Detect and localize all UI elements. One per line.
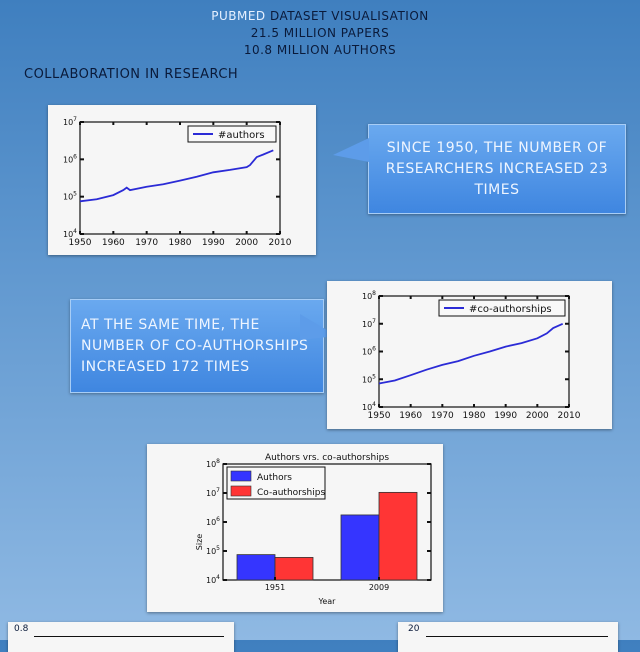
partial-right-tick: 20 — [408, 624, 420, 634]
x-tick-label: 2000 — [235, 238, 258, 248]
y-tick-label: 107 — [63, 116, 77, 127]
bar-authors — [340, 514, 380, 581]
chart-title: Authors vrs. co-authorships — [265, 453, 389, 463]
y-tick-label: 105 — [362, 373, 376, 384]
x-tick-label: 1951 — [265, 583, 285, 592]
header-title: PUBMED DATASET VISUALISATION — [0, 8, 640, 25]
series-line — [378, 322, 564, 385]
x-tick-label: 2010 — [558, 411, 581, 421]
x-tick-label: 1970 — [431, 411, 454, 421]
authors-line-chart: 1950 1960 1970 1980 1990 2000 2010 104 105 106 107… — [63, 116, 292, 248]
coauthorships-chart-panel: 1950 1960 1970 1980 1990 2000 2010 104 105 106 107… — [327, 281, 612, 429]
x-tick-label: 2010 — [269, 238, 292, 248]
partial-right-axis — [426, 636, 608, 638]
bar-co-authorships — [274, 557, 314, 581]
x-tick-label: 1990 — [202, 238, 225, 248]
y-tick-label: 104 — [63, 228, 77, 239]
x-tick-label: 1970 — [135, 238, 158, 248]
x-tick-label: 1960 — [399, 411, 422, 421]
header-papers: 21.5 MILLION PAPERS — [250, 26, 390, 40]
legend-swatch — [230, 485, 252, 497]
header-title-rest: DATASET VISUALISATION — [270, 9, 429, 23]
legend-label: Authors — [257, 473, 292, 483]
callout-coauthorships-text: AT THE SAME TIME, THE NUMBER OF CO-AUTHO… — [81, 316, 309, 375]
legend-box — [438, 299, 566, 317]
header-brand: PUBMED — [211, 9, 266, 23]
legend-label: Co-authorships — [257, 488, 325, 498]
x-tick-label: 1990 — [494, 411, 517, 421]
y-tick-label: 108 — [206, 458, 220, 469]
callout-coauthorships: AT THE SAME TIME, THE NUMBER OF CO-AUTHO… — [70, 299, 324, 393]
y-tick-label: 106 — [206, 516, 220, 527]
y-tick-label: 106 — [362, 346, 376, 357]
partial-left-tick: 0.8 — [14, 624, 29, 634]
x-tick-label: 2009 — [369, 583, 389, 592]
legend-swatch — [230, 470, 252, 482]
coauthorships-line-chart: 1950 1960 1970 1980 1990 2000 2010 104 105 106 107… — [362, 290, 581, 421]
bar-authors — [236, 554, 276, 581]
y-tick-label: 104 — [206, 574, 220, 585]
x-axis-label: Year — [318, 597, 337, 606]
legend-label: #co-authorships — [469, 304, 552, 315]
partial-chart-left: 0.8 — [8, 622, 234, 652]
x-tick-label: 1960 — [102, 238, 125, 248]
callout-researchers-text: SINCE 1950, THE NUMBER OF RESEARCHERS IN… — [385, 139, 609, 198]
callout-researchers: SINCE 1950, THE NUMBER OF RESEARCHERS IN… — [368, 124, 626, 214]
x-tick-label: 1980 — [463, 411, 486, 421]
x-tick-label: 2000 — [526, 411, 549, 421]
authors-vs-coauthorships-bar-chart: Authors vrs. co-authorships 104 105 106 107 1… — [195, 453, 432, 606]
legend-label: #authors — [218, 130, 265, 141]
y-tick-label: 108 — [362, 290, 376, 301]
partial-left-axis — [34, 636, 224, 638]
authors-chart-panel: 1950 1960 1970 1980 1990 2000 2010 104 105 106 107… — [48, 105, 316, 255]
y-tick-label: 107 — [362, 318, 376, 329]
y-tick-label: 106 — [63, 153, 77, 164]
x-tick-label: 1950 — [69, 238, 92, 248]
bar-chart-panel: Authors vrs. co-authorships 104 105 106 107 1… — [147, 444, 443, 612]
y-tick-label: 107 — [206, 487, 220, 498]
legend-box — [187, 125, 277, 143]
y-tick-label: 105 — [206, 545, 220, 556]
x-tick-label: 1950 — [368, 411, 391, 421]
partial-chart-right: 20 — [398, 622, 618, 652]
y-tick-label: 105 — [63, 191, 77, 202]
header-authors: 10.8 MILLION AUTHORS — [243, 43, 397, 57]
section-title: COLLABORATION IN RESEARCH — [24, 67, 239, 82]
bar-co-authorships — [378, 491, 418, 581]
callout-pointer-left — [333, 138, 369, 162]
y-axis-label: Size — [195, 534, 204, 551]
y-tick-label: 104 — [362, 401, 376, 412]
x-tick-label: 1980 — [169, 238, 192, 248]
series-line — [79, 149, 274, 203]
infographic-header: PUBMED DATASET VISUALISATION 21.5 MILLIO… — [0, 8, 640, 59]
